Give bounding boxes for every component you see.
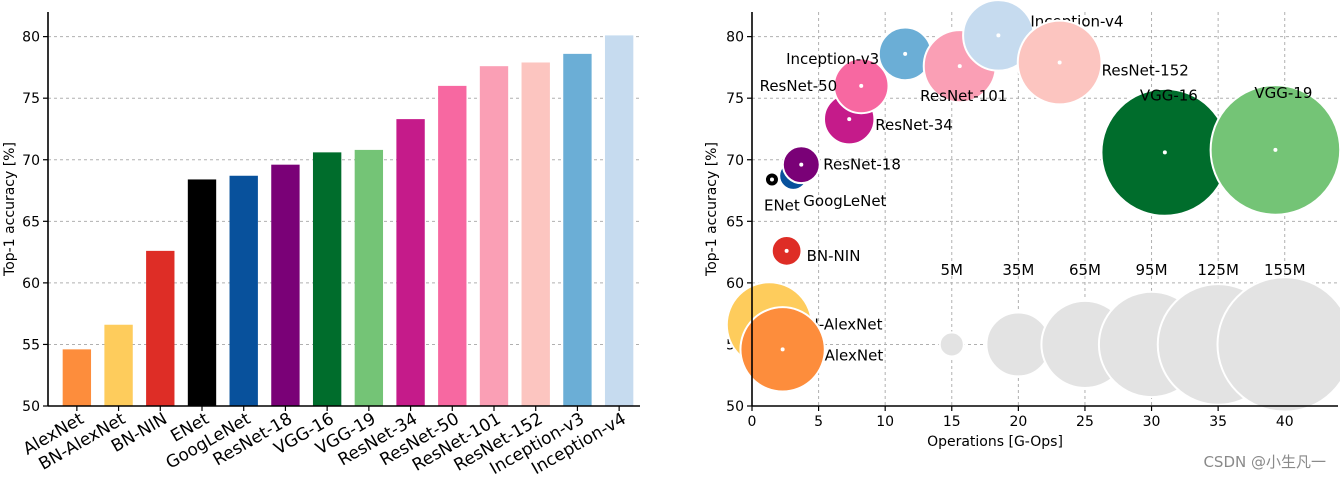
bubble-center-dot [799,162,804,167]
bar-y-tick-label: 50 [22,399,40,415]
bubble-label: ENet [764,196,800,214]
bubble-y-tick-label: 65 [726,214,744,230]
bubble-label: GoogLeNet [803,192,886,210]
bubble-y-tick-label: 60 [726,276,744,292]
bar-ResNet-18 [271,164,300,406]
bubble-x-axis-label: Operations [G-Ops] [927,434,1063,450]
bubble-label: ResNet-152 [1102,61,1189,79]
bubble-y-tick-label: 80 [726,30,744,46]
bar-Inception-v3 [563,53,592,407]
bar-ResNet-34 [396,119,425,407]
bar-y-axis-label: Top-1 accuracy [%] [2,142,18,277]
bar-Inception-v4 [604,35,634,407]
bar-GoogLeNet [229,175,258,406]
bubble-label: AlexNet [825,346,884,364]
bubble-y-tick-label: 75 [726,91,744,107]
bar-ResNet-101 [479,66,509,407]
bubble-center-dot [1057,60,1062,65]
bubble-center-dot [780,347,785,352]
bubble-label: ResNet-18 [823,156,901,174]
bar-ResNet-50 [438,85,467,406]
bubble-y-tick-label: 50 [726,399,744,415]
size-legend-label: 35M [1002,261,1034,279]
bubble-x-tick-label: 25 [1076,414,1094,430]
bar-y-tick-label: 75 [22,91,40,107]
bubble-x-tick-label: 0 [748,414,757,430]
bubble-label: ResNet-101 [920,87,1007,105]
size-legend-label: 95M [1136,261,1168,279]
watermark: CSDN @小生凡一 [1203,453,1326,471]
bar-BN-AlexNet [104,324,133,406]
bubble-center-dot [769,177,774,182]
bubble-label: VGG-19 [1254,84,1312,102]
bubble-chart: 0510152025303540505560657075805M35M65M95… [704,0,1340,450]
bar-AlexNet [62,349,92,406]
bubble-x-tick-label: 15 [943,414,961,430]
bar-chart: 50556065707580AlexNetBN-AlexNetBN-NINENe… [2,12,640,479]
size-legend-label: 5M [941,261,964,279]
size-legend-label: 65M [1069,261,1101,279]
bubble-center-dot [859,83,864,88]
bubble-label: VGG-16 [1140,86,1198,104]
bar-BN-NIN [146,250,175,406]
bubble-label: BN-NIN [807,247,861,265]
size-legend-label: 155M [1264,261,1306,279]
bar-y-tick-label: 65 [22,214,40,230]
bar-y-tick-label: 55 [22,337,40,353]
bar-ResNet-152 [521,62,550,406]
bar-ENet [187,179,217,406]
bubble-center-dot [784,248,789,253]
bubble-center-dot [1162,150,1167,155]
bar-y-tick-label: 80 [22,30,40,46]
bubble-center-dot [903,51,908,56]
bubble-x-tick-label: 20 [1009,414,1027,430]
bubble-y-axis-label: Top-1 accuracy [%] [704,142,720,277]
bubble-label: ResNet-50 [760,77,838,95]
bubble-x-tick-label: 30 [1143,414,1161,430]
bubble-label: ResNet-34 [875,116,953,134]
bubble-x-tick-label: 10 [876,414,894,430]
bar-y-tick-label: 60 [22,276,40,292]
bar-VGG-19 [354,149,384,406]
size-legend-bubble [1216,276,1340,413]
bubble-x-tick-label: 40 [1276,414,1294,430]
bubble-center-dot [1273,147,1278,152]
bubble-label: Inception-v3 [786,50,879,68]
bubble-x-tick-label: 35 [1209,414,1227,430]
bubble-y-tick-label: 70 [726,153,744,169]
bubble-center-dot [847,117,852,122]
bubble-center-dot [996,33,1001,38]
bar-y-tick-label: 70 [22,153,40,169]
bubble-center-dot [957,64,962,69]
size-legend-label: 125M [1197,261,1239,279]
size-legend-bubble [938,331,965,358]
bar-VGG-16 [312,152,342,406]
bubble-x-tick-label: 5 [814,414,823,430]
